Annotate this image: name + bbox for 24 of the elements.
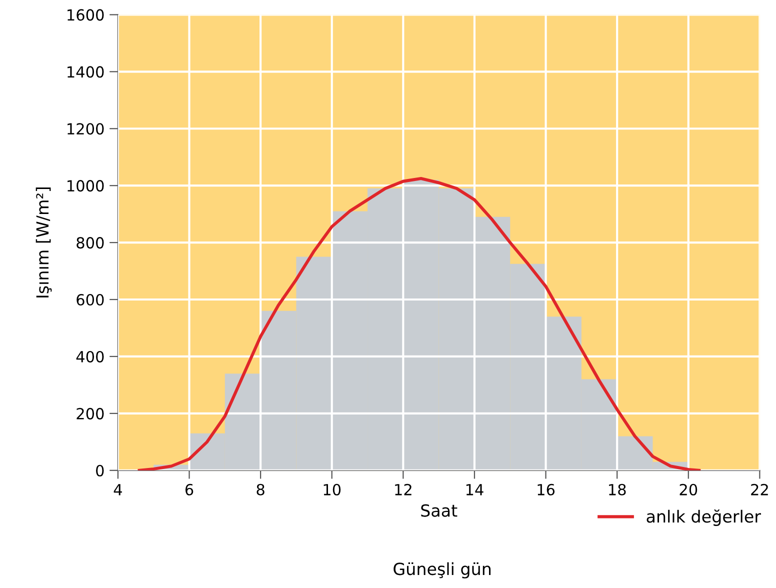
y-tick-label: 800: [76, 237, 104, 249]
x-axis-title: Saat: [421, 504, 458, 517]
y-tick-label: 600: [76, 294, 104, 306]
x-tick-label: 14: [466, 484, 484, 496]
x-tick-label: 12: [395, 484, 412, 496]
x-tick-label: 16: [538, 484, 555, 496]
x-tick-label: 4: [114, 484, 122, 496]
y-tick-label: 400: [76, 350, 104, 362]
y-tick-label: 200: [76, 408, 104, 420]
x-tick-label: 6: [185, 484, 194, 496]
x-tick-label: 22: [751, 484, 768, 496]
y-tick-label: 1600: [68, 9, 104, 21]
legend-label: anlık değerler: [646, 509, 761, 526]
y-axis-title: Işınım [W/m²]: [36, 187, 52, 298]
y-tick-label: 1200: [68, 123, 104, 135]
x-tick-label: 10: [324, 484, 341, 496]
y-tick-label: 1400: [68, 66, 104, 78]
text: Güneşli gün: [394, 562, 491, 578]
y-tick-label: 0: [96, 464, 104, 476]
y-tick-label: 1000: [68, 180, 104, 192]
x-tick-label: 18: [609, 484, 626, 496]
x-tick-label: 20: [680, 484, 698, 496]
x-tick-label: 8: [256, 484, 264, 496]
line-series: [138, 176, 701, 470]
